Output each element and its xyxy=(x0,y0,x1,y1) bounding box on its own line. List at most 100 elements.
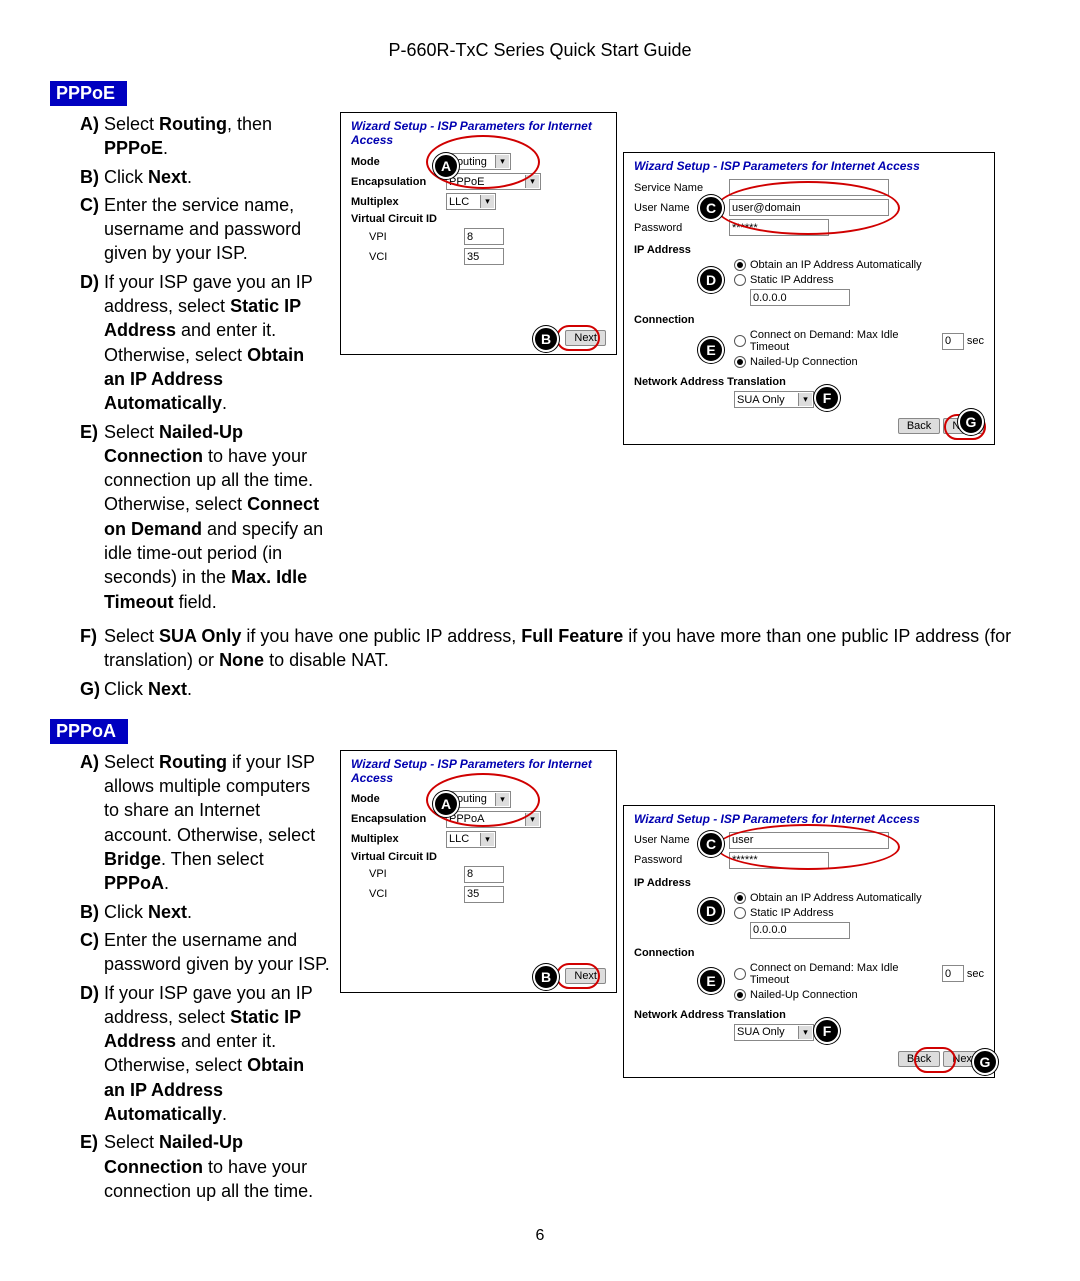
ip-static-radio[interactable] xyxy=(734,907,746,919)
multi-select[interactable]: LLC xyxy=(446,193,496,210)
callout-g: G xyxy=(958,409,984,435)
next-button[interactable]: Next xyxy=(565,330,606,346)
vci-input[interactable]: 35 xyxy=(464,886,504,903)
panel2-title: Wizard Setup - ISP Parameters for Intern… xyxy=(634,159,984,173)
callout-c: C xyxy=(698,195,724,221)
pppoe-step-c: Enter the service name, username and pas… xyxy=(104,193,330,266)
callout-a: A xyxy=(433,153,459,179)
vci-label: VCI xyxy=(351,888,464,900)
mode-label: Mode xyxy=(351,156,446,168)
mode-label: Mode xyxy=(351,793,446,805)
pppoe-step-f: Select SUA Only if you have one public I… xyxy=(104,624,1030,673)
callout-b: B xyxy=(533,964,559,990)
pppoa-step-c: Enter the username and password given by… xyxy=(104,928,330,977)
conn-nailed-text: Nailed-Up Connection xyxy=(750,356,858,368)
doc-header: P-660R-TxC Series Quick Start Guide xyxy=(50,40,1030,61)
callout-b: B xyxy=(533,326,559,352)
sec-text: sec xyxy=(967,968,984,980)
multi-select[interactable]: LLC xyxy=(446,831,496,848)
callout-c: C xyxy=(698,831,724,857)
nat-label: Network Address Translation xyxy=(634,376,984,388)
callout-a: A xyxy=(433,791,459,817)
user-input[interactable]: user xyxy=(729,832,889,849)
idle-input[interactable]: 0 xyxy=(942,965,964,982)
vpi-input[interactable]: 8 xyxy=(464,866,504,883)
next-button[interactable]: Next xyxy=(565,968,606,984)
callout-d: D xyxy=(698,267,724,293)
ip-static-text: Static IP Address xyxy=(750,274,834,286)
vcid-label: Virtual Circuit ID xyxy=(351,213,446,225)
service-input[interactable] xyxy=(729,179,889,196)
ip-auto-text: Obtain an IP Address Automatically xyxy=(750,259,922,271)
pppoe-step-d: If your ISP gave you an IP address, sele… xyxy=(104,270,330,416)
conn-demand-text: Connect on Demand: Max Idle Timeout xyxy=(750,962,939,986)
service-label: Service Name xyxy=(634,182,729,194)
encap-select[interactable]: PPPoA xyxy=(446,811,541,828)
multi-label: Multiplex xyxy=(351,833,446,845)
conn-label: Connection xyxy=(634,314,984,326)
back-button[interactable]: Back xyxy=(898,418,940,434)
vcid-label: Virtual Circuit ID xyxy=(351,851,446,863)
pass-label: Password xyxy=(634,222,729,234)
pass-input[interactable]: ****** xyxy=(729,852,829,869)
pppoe-step-b: Click Next. xyxy=(104,165,330,189)
vci-label: VCI xyxy=(351,251,464,263)
ip-auto-text: Obtain an IP Address Automatically xyxy=(750,892,922,904)
page-number: 6 xyxy=(50,1227,1030,1245)
conn-demand-radio[interactable] xyxy=(734,968,746,980)
pppoe-step-a: Select Routing, then PPPoE. xyxy=(104,112,330,161)
conn-nailed-text: Nailed-Up Connection xyxy=(750,989,858,1001)
callout-f: F xyxy=(814,385,840,411)
pppoe-panel1: Wizard Setup - ISP Parameters for Intern… xyxy=(340,112,617,355)
vpi-label: VPI xyxy=(351,868,464,880)
nat-select[interactable]: SUA Only xyxy=(734,1024,814,1041)
vpi-input[interactable]: 8 xyxy=(464,228,504,245)
idle-input[interactable]: 0 xyxy=(942,333,964,350)
vpi-label: VPI xyxy=(351,231,464,243)
callout-f: F xyxy=(814,1018,840,1044)
pppoa-panel2: Wizard Setup - ISP Parameters for Intern… xyxy=(623,805,995,1078)
pppoa-step-e: Select Nailed-Up Connection to have your… xyxy=(104,1130,330,1203)
ip-label: IP Address xyxy=(634,877,984,889)
pppoa-header: PPPoA xyxy=(50,719,128,744)
vci-input[interactable]: 35 xyxy=(464,248,504,265)
nat-select[interactable]: SUA Only xyxy=(734,391,814,408)
pppoa-step-b: Click Next. xyxy=(104,900,330,924)
back-button[interactable]: Back xyxy=(898,1051,940,1067)
ip-input[interactable]: 0.0.0.0 xyxy=(750,922,850,939)
conn-demand-radio[interactable] xyxy=(734,335,746,347)
multi-label: Multiplex xyxy=(351,196,446,208)
pppoe-step-e: Select Nailed-Up Connection to have your… xyxy=(104,420,330,614)
callout-e: E xyxy=(698,337,724,363)
conn-nailed-radio[interactable] xyxy=(734,356,746,368)
conn-nailed-radio[interactable] xyxy=(734,989,746,1001)
panel1-title: Wizard Setup - ISP Parameters for Intern… xyxy=(351,757,606,785)
ip-input[interactable]: 0.0.0.0 xyxy=(750,289,850,306)
ip-label: IP Address xyxy=(634,244,984,256)
encap-select[interactable]: PPPoE xyxy=(446,173,541,190)
encap-label: Encapsulation xyxy=(351,176,446,188)
sec-text: sec xyxy=(967,335,984,347)
user-input[interactable]: user@domain xyxy=(729,199,889,216)
pppoe-panel2: Wizard Setup - ISP Parameters for Intern… xyxy=(623,152,995,445)
nat-label: Network Address Translation xyxy=(634,1009,984,1021)
conn-demand-text: Connect on Demand: Max Idle Timeout xyxy=(750,329,939,353)
ip-auto-radio[interactable] xyxy=(734,259,746,271)
pppoa-section: PPPoA A)Select Routing if your ISP allow… xyxy=(50,719,1030,1207)
pppoa-step-d: If your ISP gave you an IP address, sele… xyxy=(104,981,330,1127)
ip-auto-radio[interactable] xyxy=(734,892,746,904)
ip-static-text: Static IP Address xyxy=(750,907,834,919)
callout-d: D xyxy=(698,898,724,924)
panel2-title: Wizard Setup - ISP Parameters for Intern… xyxy=(634,812,984,826)
pppoe-section: PPPoE A)Select Routing, then PPPoE. B)Cl… xyxy=(50,81,1030,701)
ip-static-radio[interactable] xyxy=(734,274,746,286)
pppoe-header: PPPoE xyxy=(50,81,127,106)
pppoa-step-a: Select Routing if your ISP allows multip… xyxy=(104,750,330,896)
callout-e: E xyxy=(698,968,724,994)
panel1-title: Wizard Setup - ISP Parameters for Intern… xyxy=(351,119,606,147)
pppoe-step-g: Click Next. xyxy=(104,677,1030,701)
pppoa-panel1: Wizard Setup - ISP Parameters for Intern… xyxy=(340,750,617,993)
pass-input[interactable]: ****** xyxy=(729,219,829,236)
callout-g: G xyxy=(972,1049,998,1075)
conn-label: Connection xyxy=(634,947,984,959)
